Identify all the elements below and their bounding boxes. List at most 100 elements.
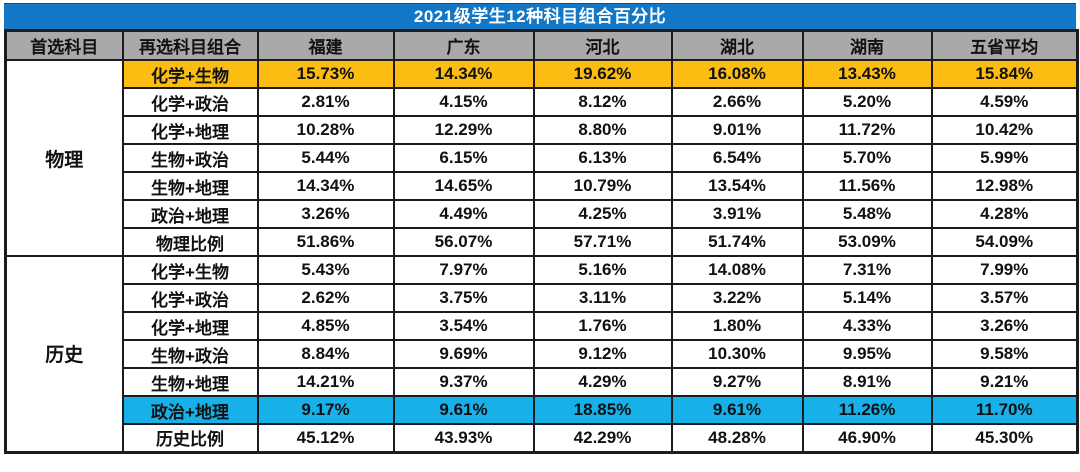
value-cell: 2.66% bbox=[670, 87, 804, 117]
value-cell: 15.84% bbox=[930, 59, 1079, 89]
value-cell: 4.15% bbox=[392, 87, 535, 117]
page-title: 2021级学生12种科目组合百分比 bbox=[4, 3, 1076, 29]
value-cell: 9.01% bbox=[670, 115, 804, 145]
value-cell: 2.62% bbox=[256, 283, 395, 313]
value-cell: 5.14% bbox=[801, 283, 933, 313]
value-cell: 8.80% bbox=[532, 115, 673, 145]
value-cell: 6.54% bbox=[670, 143, 804, 173]
value-cell: 1.76% bbox=[532, 311, 673, 341]
value-cell: 45.30% bbox=[930, 423, 1079, 453]
combo-cell: 化学+地理 bbox=[121, 115, 259, 145]
value-cell: 10.79% bbox=[532, 171, 673, 201]
value-cell: 5.20% bbox=[801, 87, 933, 117]
value-cell: 12.29% bbox=[392, 115, 535, 145]
value-cell: 5.70% bbox=[801, 143, 933, 173]
value-cell: 9.61% bbox=[392, 395, 535, 425]
value-cell: 7.97% bbox=[392, 255, 535, 285]
value-cell: 4.59% bbox=[930, 87, 1079, 117]
value-cell: 5.99% bbox=[930, 143, 1079, 173]
table-row: 化学+地理 10.28% 12.29% 8.80% 9.01% 11.72% 1… bbox=[6, 115, 1079, 145]
table-row-history-total: 历史比例 45.12% 43.93% 42.29% 48.28% 46.90% … bbox=[6, 423, 1079, 453]
table-row-physics-total: 物理比例 51.86% 56.07% 57.71% 51.74% 53.09% … bbox=[6, 227, 1079, 257]
value-cell: 4.29% bbox=[532, 367, 673, 397]
table-row: 政治+地理 3.26% 4.49% 4.25% 3.91% 5.48% 4.28… bbox=[6, 199, 1079, 229]
header-fujian: 福建 bbox=[256, 29, 395, 61]
table-row: 化学+地理 4.85% 3.54% 1.76% 1.80% 4.33% 3.26… bbox=[6, 311, 1079, 341]
header-second-combo: 再选科目组合 bbox=[121, 29, 259, 61]
value-cell: 1.80% bbox=[670, 311, 804, 341]
table-row: 历史 化学+生物 5.43% 7.97% 5.16% 14.08% 7.31% … bbox=[4, 255, 1079, 453]
value-cell: 9.37% bbox=[392, 367, 535, 397]
value-cell: 14.34% bbox=[256, 171, 395, 201]
value-cell: 6.15% bbox=[392, 143, 535, 173]
table-row: 物理 化学+生物 15.73% 14.34% 19.62% 16.08% 13.… bbox=[4, 59, 1079, 257]
value-cell: 51.86% bbox=[256, 227, 395, 257]
header-guangdong: 广东 bbox=[392, 29, 535, 61]
value-cell: 7.99% bbox=[930, 255, 1079, 285]
combo-cell: 物理比例 bbox=[121, 227, 259, 257]
subject-combination-table: 首选科目 再选科目组合 福建 广东 河北 湖北 湖南 五省平均 物理 化学+生物… bbox=[4, 29, 1079, 454]
value-cell: 11.70% bbox=[930, 395, 1079, 425]
value-cell: 11.26% bbox=[801, 395, 933, 425]
value-cell: 10.42% bbox=[930, 115, 1079, 145]
combo-cell: 生物+地理 bbox=[121, 367, 259, 397]
combo-cell: 生物+政治 bbox=[121, 143, 259, 173]
value-cell: 9.58% bbox=[930, 339, 1079, 369]
value-cell: 3.75% bbox=[392, 283, 535, 313]
header-hebei: 河北 bbox=[532, 29, 673, 61]
value-cell: 19.62% bbox=[532, 59, 673, 89]
combo-cell: 政治+地理 bbox=[121, 199, 259, 229]
value-cell: 4.85% bbox=[256, 311, 395, 341]
value-cell: 4.25% bbox=[532, 199, 673, 229]
value-cell: 6.13% bbox=[532, 143, 673, 173]
value-cell: 8.91% bbox=[801, 367, 933, 397]
combo-cell: 化学+地理 bbox=[121, 311, 259, 341]
value-cell: 54.09% bbox=[930, 227, 1079, 257]
table-row: 生物+地理 14.34% 14.65% 10.79% 13.54% 11.56%… bbox=[6, 171, 1079, 201]
value-cell: 14.34% bbox=[392, 59, 535, 89]
value-cell: 9.27% bbox=[670, 367, 804, 397]
value-cell: 15.73% bbox=[256, 59, 395, 89]
table-row: 化学+政治 2.62% 3.75% 3.11% 3.22% 5.14% 3.57… bbox=[6, 283, 1079, 313]
table-row: 生物+地理 14.21% 9.37% 4.29% 9.27% 8.91% 9.2… bbox=[6, 367, 1079, 397]
value-cell: 4.33% bbox=[801, 311, 933, 341]
value-cell: 5.16% bbox=[532, 255, 673, 285]
value-cell: 3.91% bbox=[670, 199, 804, 229]
combo-cell: 化学+生物 bbox=[121, 59, 259, 89]
value-cell: 3.22% bbox=[670, 283, 804, 313]
value-cell: 11.72% bbox=[801, 115, 933, 145]
value-cell: 4.49% bbox=[392, 199, 535, 229]
combo-cell: 化学+生物 bbox=[121, 255, 259, 285]
value-cell: 46.90% bbox=[801, 423, 933, 453]
value-cell: 14.65% bbox=[392, 171, 535, 201]
value-cell: 3.11% bbox=[532, 283, 673, 313]
value-cell: 5.48% bbox=[801, 199, 933, 229]
value-cell: 4.28% bbox=[930, 199, 1079, 229]
header-first-choice: 首选科目 bbox=[4, 29, 124, 61]
value-cell: 8.12% bbox=[532, 87, 673, 117]
value-cell: 45.12% bbox=[256, 423, 395, 453]
value-cell: 8.84% bbox=[256, 339, 395, 369]
value-cell: 3.26% bbox=[930, 311, 1079, 341]
table-row: 政治+地理 9.17% 9.61% 18.85% 9.61% 11.26% 11… bbox=[6, 395, 1079, 425]
value-cell: 14.08% bbox=[670, 255, 804, 285]
value-cell: 13.54% bbox=[670, 171, 804, 201]
value-cell: 9.95% bbox=[801, 339, 933, 369]
table-row: 生物+政治 5.44% 6.15% 6.13% 6.54% 5.70% 5.99… bbox=[6, 143, 1079, 173]
value-cell: 9.12% bbox=[532, 339, 673, 369]
value-cell: 3.57% bbox=[930, 283, 1079, 313]
combo-cell: 历史比例 bbox=[121, 423, 259, 453]
value-cell: 10.30% bbox=[670, 339, 804, 369]
value-cell: 14.21% bbox=[256, 367, 395, 397]
value-cell: 9.21% bbox=[930, 367, 1079, 397]
header-hubei: 湖北 bbox=[670, 29, 804, 61]
value-cell: 57.71% bbox=[532, 227, 673, 257]
combo-cell: 政治+地理 bbox=[121, 395, 259, 425]
value-cell: 16.08% bbox=[670, 59, 804, 89]
value-cell: 43.93% bbox=[392, 423, 535, 453]
value-cell: 3.54% bbox=[392, 311, 535, 341]
value-cell: 10.28% bbox=[256, 115, 395, 145]
subject-cell-history: 历史 bbox=[4, 255, 124, 453]
header-hunan: 湖南 bbox=[801, 29, 933, 61]
